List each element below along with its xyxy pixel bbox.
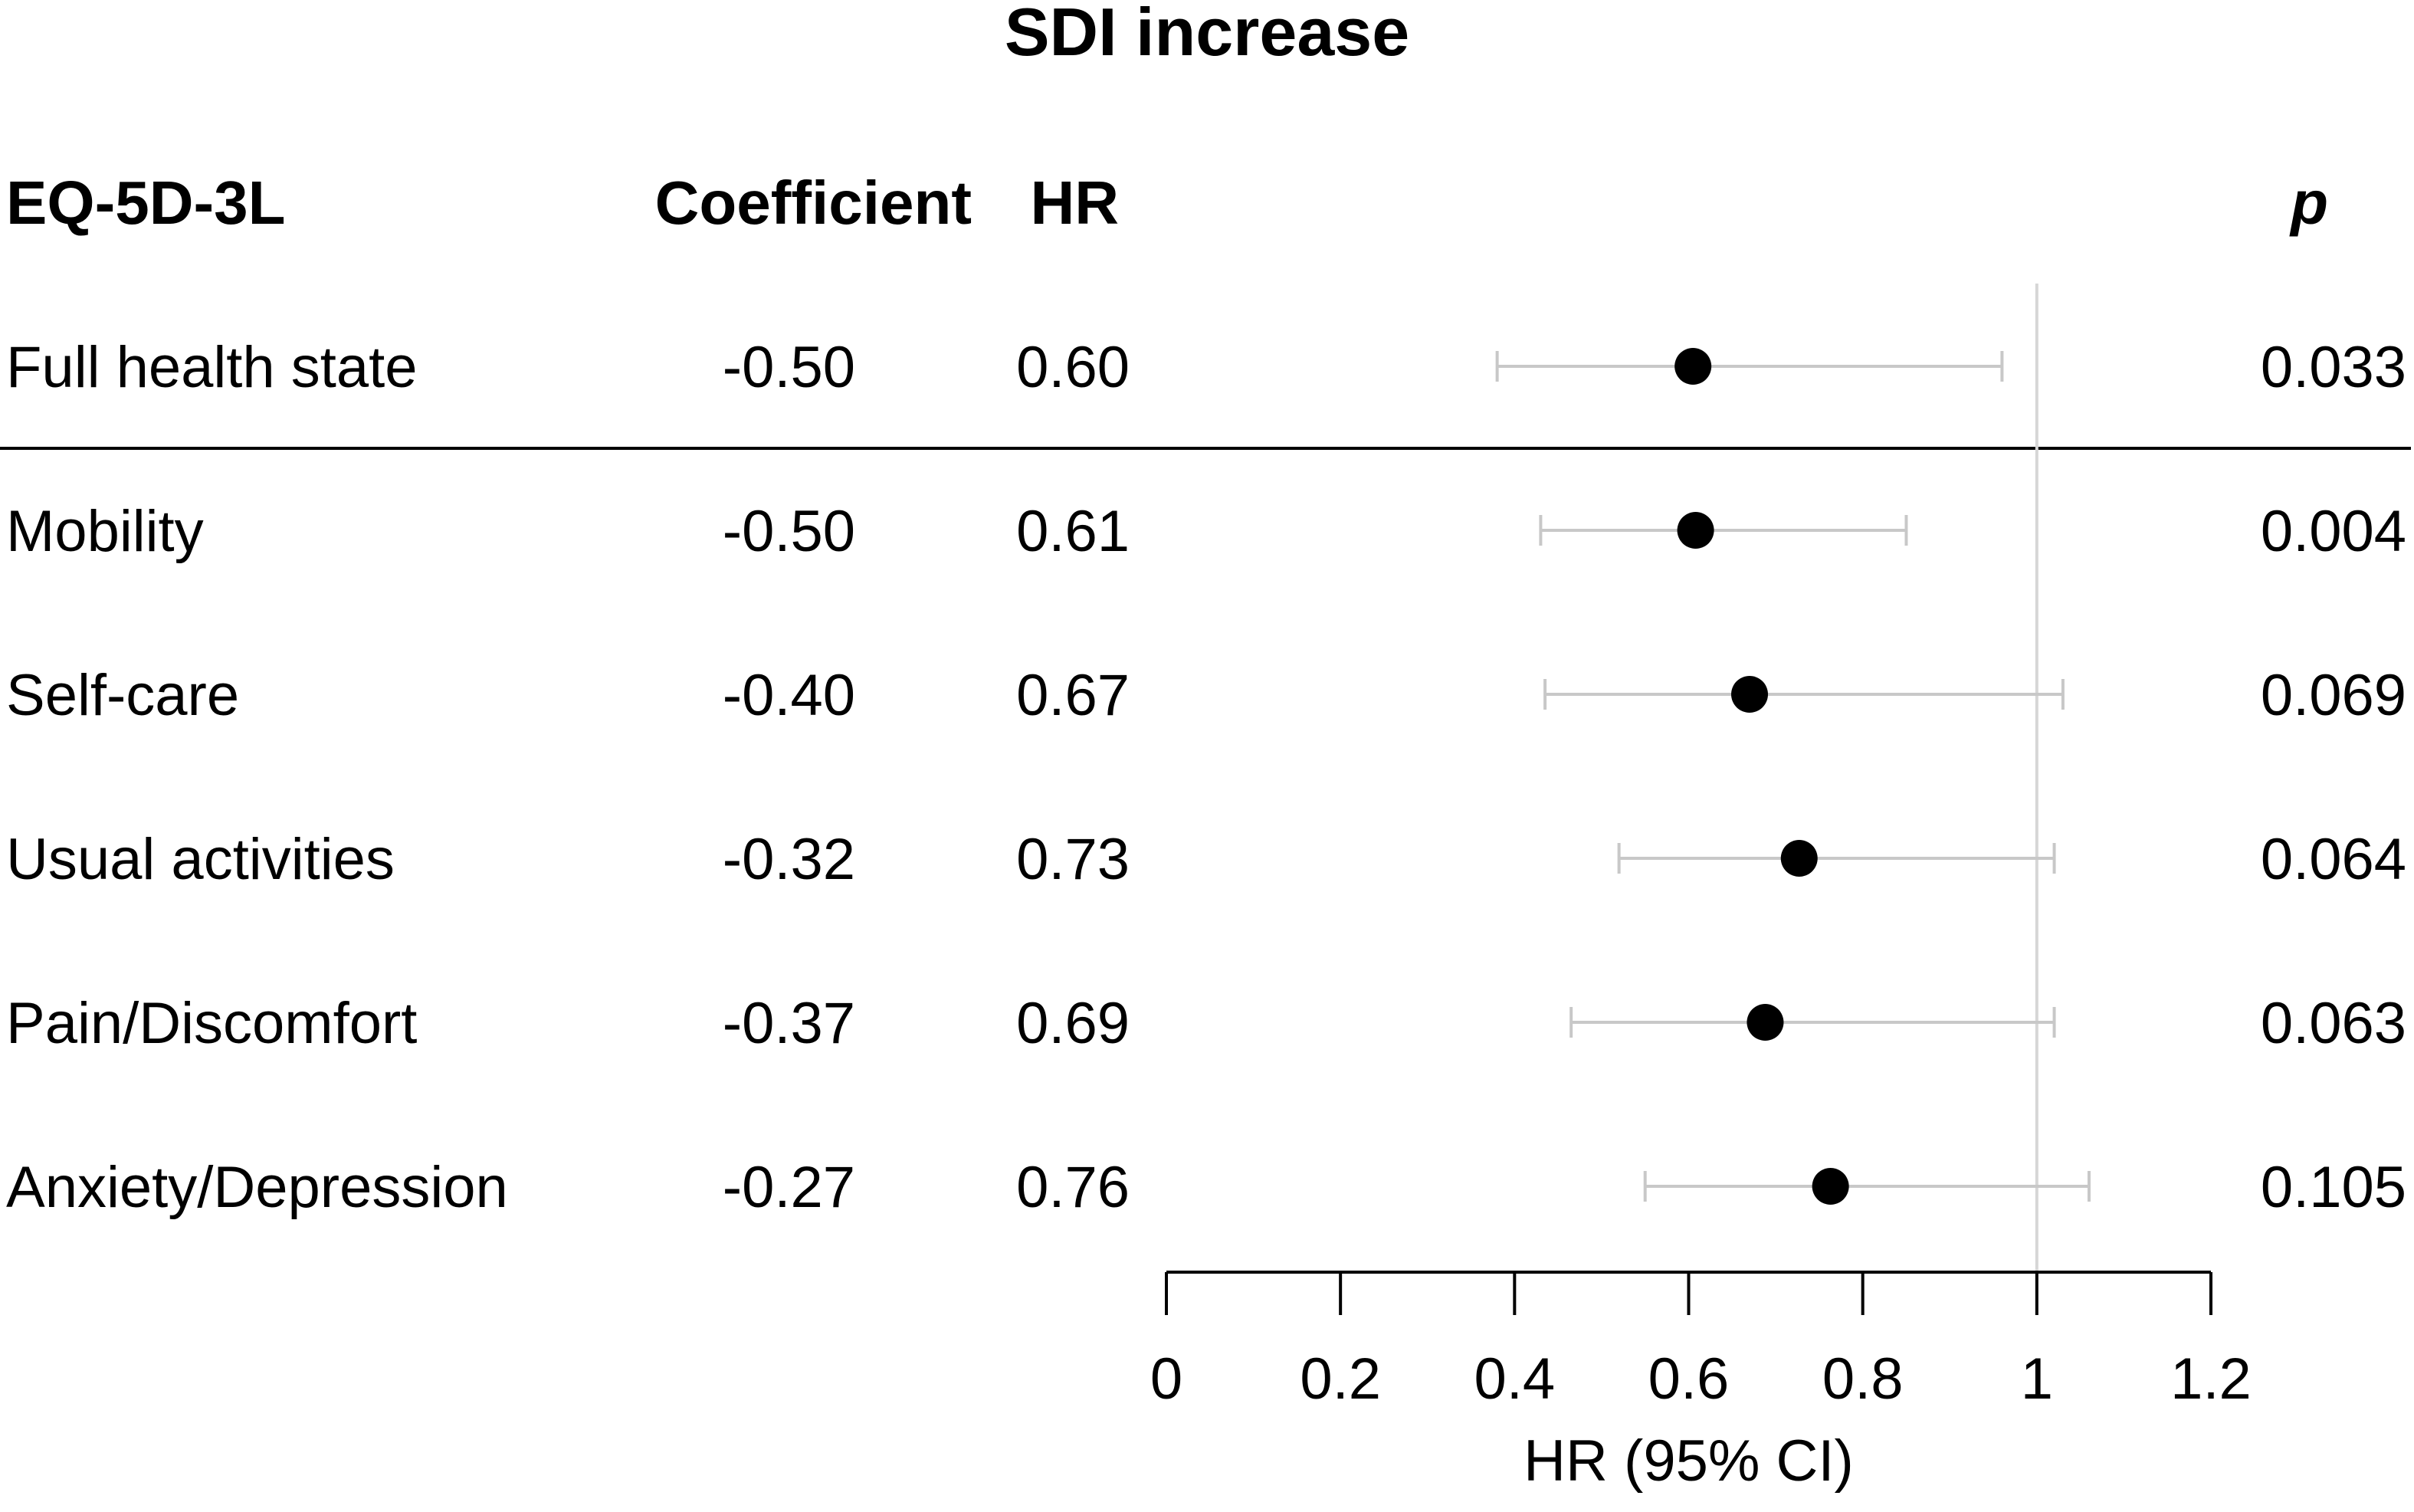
row-hr: 0.67: [1016, 663, 1130, 728]
row-label: Full health state: [6, 335, 418, 400]
row-5: Anxiety/Depression -0.27 0.76 0.105: [6, 1155, 2406, 1220]
x-tick-label: 0.2: [1300, 1346, 1381, 1412]
row-coefficient: -0.37: [723, 991, 855, 1056]
row-label: Usual activities: [6, 827, 395, 892]
chart-title: SDI increase: [1005, 0, 1409, 70]
hr-point: [1812, 1168, 1849, 1205]
row-hr: 0.76: [1016, 1155, 1130, 1220]
row-label: Pain/Discomfort: [6, 991, 417, 1056]
row-coefficient: -0.27: [723, 1155, 855, 1220]
row-label: Anxiety/Depression: [6, 1155, 508, 1220]
x-tick-label: 0.8: [1822, 1346, 1904, 1412]
header-eq5d: EQ-5D-3L: [6, 169, 286, 237]
header-hr: HR: [1030, 169, 1119, 237]
row-label: Mobility: [6, 499, 204, 564]
row-0: Full health state -0.50 0.60 0.033: [6, 335, 2406, 400]
row-p-value: 0.033: [2261, 335, 2406, 400]
x-axis: 0 0.2 0.4 0.6 0.8 1 1.2 HR (95% CI): [1150, 1271, 2252, 1494]
row-coefficient: -0.40: [723, 663, 855, 728]
x-tick-label: 0.6: [1648, 1346, 1730, 1412]
hr-point: [1780, 840, 1818, 877]
header-coefficient: Coefficient: [655, 169, 972, 237]
rows-group: Full health state -0.50 0.60 0.033 Mobility -…: [6, 335, 2406, 1220]
row-p-value: 0.063: [2261, 991, 2406, 1056]
x-tick-label: 1: [2021, 1346, 2053, 1412]
row-p-value: 0.064: [2261, 827, 2406, 892]
row-hr: 0.69: [1016, 991, 1130, 1056]
header-p: p: [2289, 169, 2328, 237]
hr-point: [1677, 512, 1714, 549]
row-p-value: 0.069: [2261, 663, 2406, 728]
row-coefficient: -0.50: [723, 499, 855, 564]
row-coefficient: -0.50: [723, 335, 855, 400]
hr-point: [1747, 1004, 1784, 1041]
column-headers: EQ-5D-3L Coefficient HR p: [6, 169, 2328, 237]
row-1: Mobility -0.50 0.61 0.004: [6, 499, 2406, 564]
hr-point: [1731, 676, 1769, 713]
row-4: Pain/Discomfort -0.37 0.69 0.063: [6, 991, 2406, 1056]
row-hr: 0.73: [1016, 827, 1130, 892]
row-3: Usual activities -0.32 0.73 0.064: [6, 827, 2406, 892]
x-tick-label: 1.2: [2170, 1346, 2252, 1412]
row-coefficient: -0.32: [723, 827, 855, 892]
row-hr: 0.60: [1016, 335, 1130, 400]
x-tick-label: 0.4: [1474, 1346, 1556, 1412]
row-p-value: 0.004: [2261, 499, 2406, 564]
row-hr: 0.61: [1016, 499, 1130, 564]
hr-point: [1674, 348, 1712, 385]
row-2: Self-care -0.40 0.67 0.069: [6, 663, 2406, 728]
x-tick-label: 0: [1150, 1346, 1182, 1412]
row-label: Self-care: [6, 663, 239, 728]
x-axis-label: HR (95% CI): [1524, 1428, 1854, 1494]
row-p-value: 0.105: [2261, 1155, 2406, 1220]
